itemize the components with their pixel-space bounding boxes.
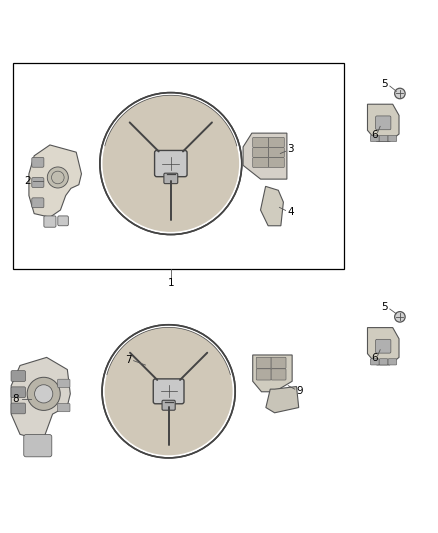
Polygon shape <box>29 145 81 217</box>
FancyBboxPatch shape <box>271 369 286 380</box>
Text: 4: 4 <box>287 207 294 217</box>
FancyBboxPatch shape <box>388 135 397 142</box>
FancyBboxPatch shape <box>379 135 388 142</box>
Polygon shape <box>253 355 292 392</box>
Circle shape <box>35 385 53 403</box>
FancyBboxPatch shape <box>268 138 284 147</box>
Text: 7: 7 <box>125 355 132 365</box>
FancyBboxPatch shape <box>58 403 70 411</box>
Bar <box>13 63 344 269</box>
FancyBboxPatch shape <box>164 173 178 183</box>
Circle shape <box>105 327 233 455</box>
FancyBboxPatch shape <box>253 158 268 167</box>
Text: 6: 6 <box>371 353 378 364</box>
FancyBboxPatch shape <box>371 359 379 365</box>
FancyBboxPatch shape <box>379 359 388 365</box>
FancyBboxPatch shape <box>253 148 268 157</box>
FancyBboxPatch shape <box>371 135 379 142</box>
Polygon shape <box>243 133 287 179</box>
FancyBboxPatch shape <box>268 148 284 157</box>
FancyBboxPatch shape <box>268 158 284 167</box>
Polygon shape <box>367 104 399 141</box>
Polygon shape <box>367 328 399 365</box>
FancyBboxPatch shape <box>253 138 268 147</box>
FancyBboxPatch shape <box>256 357 271 368</box>
Text: 5: 5 <box>381 79 388 89</box>
Text: 8: 8 <box>12 394 19 404</box>
Polygon shape <box>266 386 299 413</box>
FancyBboxPatch shape <box>44 216 56 227</box>
Circle shape <box>395 312 405 322</box>
Text: 3: 3 <box>287 144 294 154</box>
Text: 1: 1 <box>167 278 174 288</box>
Circle shape <box>395 88 405 99</box>
FancyBboxPatch shape <box>32 198 44 208</box>
Circle shape <box>47 167 68 188</box>
Text: 6: 6 <box>371 130 378 140</box>
FancyBboxPatch shape <box>162 400 175 410</box>
FancyBboxPatch shape <box>256 369 271 380</box>
FancyBboxPatch shape <box>11 387 25 398</box>
FancyBboxPatch shape <box>271 357 286 368</box>
FancyBboxPatch shape <box>153 379 184 404</box>
Text: 9: 9 <box>297 386 304 397</box>
Text: 5: 5 <box>381 302 388 312</box>
FancyBboxPatch shape <box>58 379 70 387</box>
FancyBboxPatch shape <box>376 116 391 130</box>
FancyBboxPatch shape <box>32 177 44 188</box>
FancyBboxPatch shape <box>24 434 52 457</box>
FancyBboxPatch shape <box>376 340 391 353</box>
FancyBboxPatch shape <box>11 370 25 382</box>
FancyBboxPatch shape <box>388 359 397 365</box>
Circle shape <box>27 377 60 410</box>
FancyBboxPatch shape <box>11 403 25 414</box>
Polygon shape <box>11 358 70 439</box>
FancyBboxPatch shape <box>32 157 44 167</box>
Circle shape <box>102 95 239 232</box>
FancyBboxPatch shape <box>155 150 187 176</box>
FancyBboxPatch shape <box>58 216 68 226</box>
Text: 2: 2 <box>24 176 31 186</box>
Polygon shape <box>261 187 283 226</box>
